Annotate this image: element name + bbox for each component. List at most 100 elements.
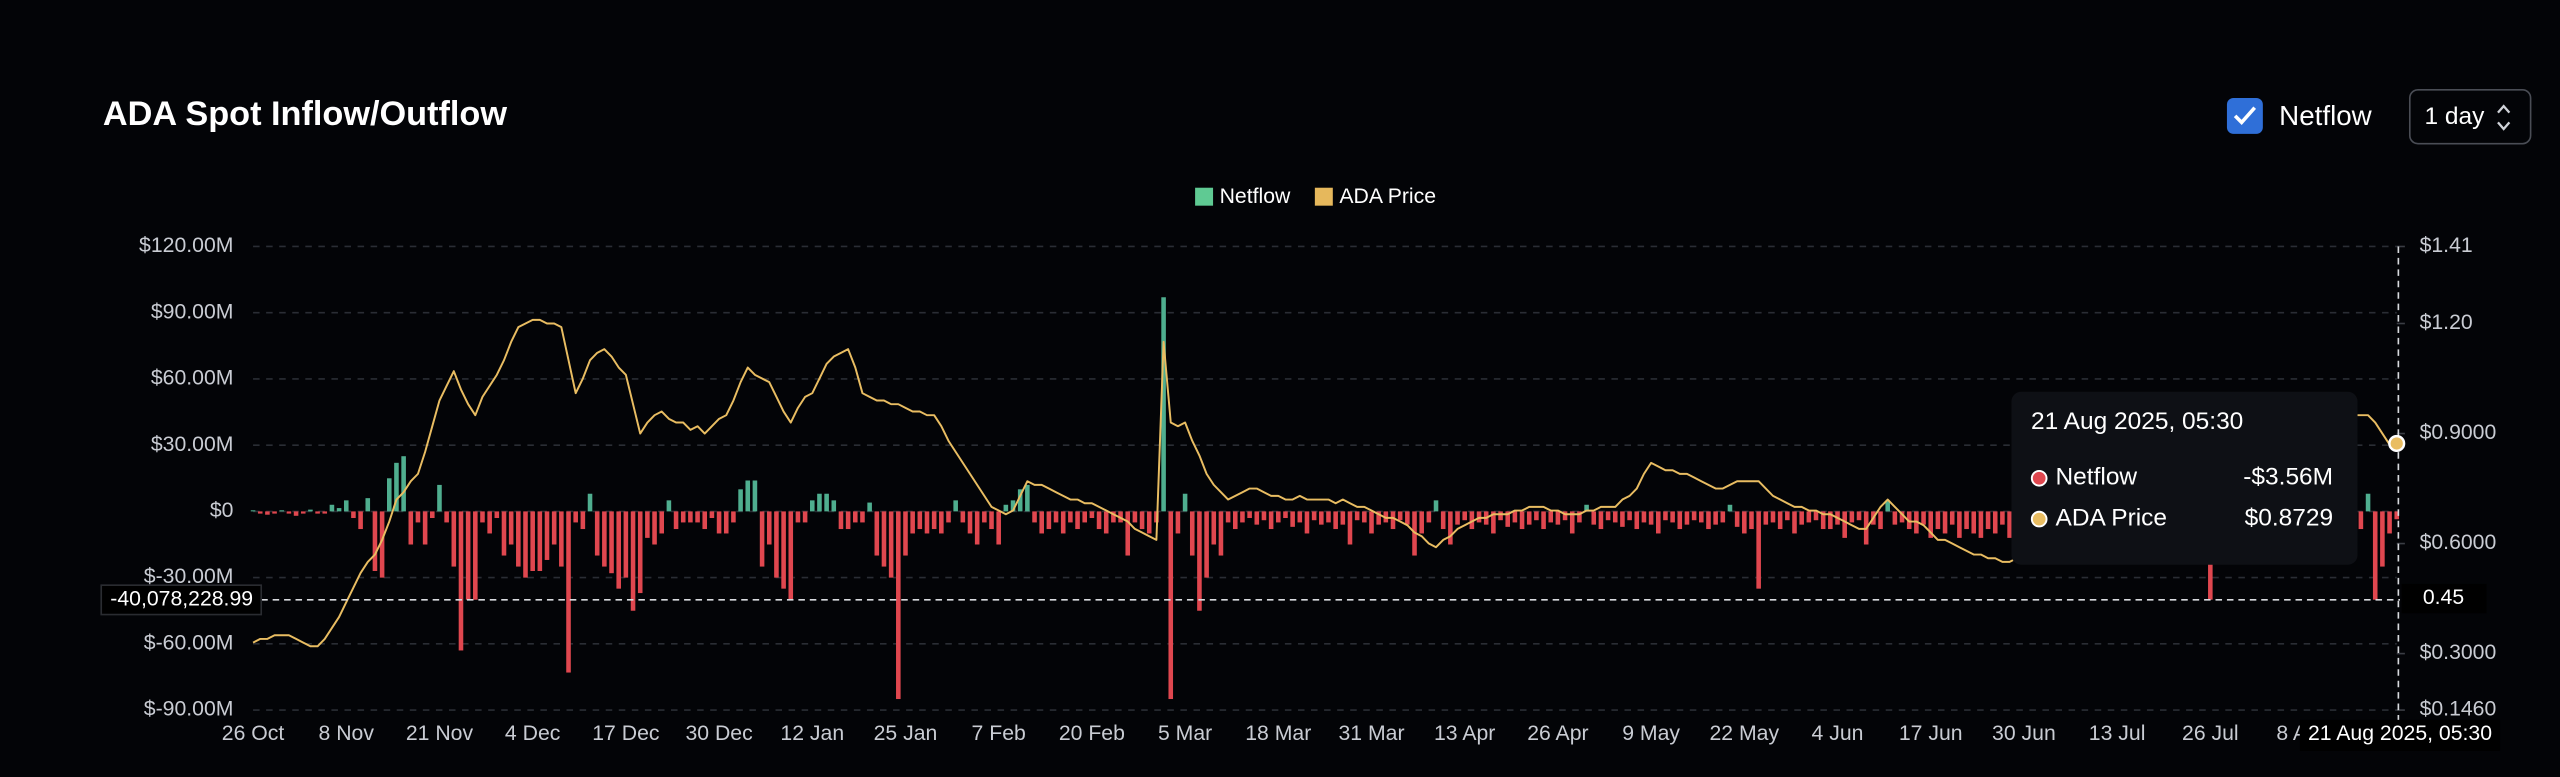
bar bbox=[394, 462, 399, 512]
overlay: -40,078,228.99 0.45 21 Aug 2025, 05:30 bbox=[100, 246, 2501, 751]
bar bbox=[1505, 511, 1511, 527]
bar bbox=[329, 504, 335, 512]
bar bbox=[1706, 511, 1711, 530]
select-box[interactable] bbox=[2408, 88, 2532, 145]
bar bbox=[1319, 511, 1324, 525]
bar bbox=[1777, 511, 1783, 530]
bar bbox=[1742, 511, 1747, 534]
bar bbox=[1240, 511, 1245, 523]
x-tick-label: 9 May bbox=[1622, 722, 1680, 745]
bar bbox=[910, 511, 915, 534]
bar bbox=[300, 511, 306, 514]
bar bbox=[1354, 511, 1360, 521]
x-tick-label: 31 Mar bbox=[1338, 722, 1404, 745]
bar bbox=[415, 511, 421, 523]
bar bbox=[1749, 511, 1754, 530]
bar bbox=[1146, 511, 1152, 534]
y-tick-label: $90.00M bbox=[151, 300, 234, 323]
x-label-box bbox=[2299, 719, 2501, 751]
bar bbox=[1655, 511, 1661, 534]
y-tick-label: $0 bbox=[210, 499, 234, 522]
x-tick-label: 4 Jun bbox=[1812, 722, 1864, 745]
bar bbox=[1168, 511, 1174, 700]
bar bbox=[1232, 511, 1238, 530]
bar bbox=[1799, 511, 1804, 525]
bar bbox=[1405, 511, 1410, 525]
legend-swatch bbox=[1314, 187, 1333, 206]
bar bbox=[1025, 484, 1030, 512]
x-tick-label: 18 Mar bbox=[1245, 722, 1311, 745]
bar bbox=[1806, 511, 1812, 523]
checkbox[interactable] bbox=[2226, 97, 2263, 134]
bar bbox=[523, 511, 528, 578]
crosshair-y-label: -40,078,228.99 bbox=[110, 587, 253, 610]
bar bbox=[358, 511, 363, 530]
x-tick-label: 26 Jul bbox=[2182, 722, 2239, 745]
bar bbox=[709, 511, 715, 519]
bar bbox=[1828, 511, 1833, 530]
bar bbox=[1311, 511, 1317, 521]
bar bbox=[1770, 511, 1776, 523]
bar bbox=[953, 500, 958, 512]
bar bbox=[1017, 489, 1023, 512]
y2-tick-label: $0.9000 bbox=[2420, 421, 2497, 444]
tooltip-box bbox=[2011, 391, 2358, 565]
bar bbox=[1856, 511, 1862, 521]
bar bbox=[1519, 511, 1525, 530]
bar bbox=[2394, 511, 2400, 520]
bar bbox=[2380, 511, 2385, 567]
x-tick-label: 22 May bbox=[1710, 722, 1780, 745]
bar bbox=[759, 511, 765, 567]
bar bbox=[652, 511, 657, 545]
bar bbox=[602, 511, 607, 567]
bar bbox=[1720, 511, 1726, 523]
interval-select[interactable]: 1 day bbox=[2408, 88, 2532, 145]
bar bbox=[1935, 511, 1941, 530]
bar bbox=[1605, 511, 1611, 521]
x-tick-label: 30 Jun bbox=[1992, 722, 2056, 745]
bar bbox=[501, 511, 507, 556]
bar bbox=[1634, 511, 1640, 530]
bar bbox=[1992, 511, 1998, 534]
bar bbox=[1957, 511, 1962, 538]
bar bbox=[1125, 511, 1131, 556]
bar bbox=[845, 511, 851, 530]
bar bbox=[1197, 511, 1202, 611]
bar bbox=[257, 511, 263, 514]
bar bbox=[351, 511, 356, 519]
x-tick-label: 21 Nov bbox=[406, 722, 474, 745]
bar bbox=[1283, 511, 1288, 519]
bar bbox=[752, 480, 758, 512]
bar bbox=[1526, 511, 1532, 525]
bar bbox=[1046, 511, 1052, 530]
y2-tick-label: $0.3000 bbox=[2420, 641, 2497, 664]
bar bbox=[1182, 493, 1188, 512]
bar bbox=[1096, 511, 1102, 530]
netflow-toggle[interactable]: Netflow bbox=[2226, 97, 2373, 134]
x-tick-label: 8 Nov bbox=[319, 722, 375, 745]
bar bbox=[1713, 511, 1718, 525]
bar bbox=[1440, 511, 1446, 530]
bar bbox=[860, 511, 865, 523]
bar bbox=[1075, 511, 1080, 530]
bar bbox=[473, 511, 478, 600]
bar bbox=[1455, 511, 1460, 525]
x-tick-label: 5 Mar bbox=[1158, 722, 1212, 745]
bar bbox=[279, 510, 285, 512]
bar bbox=[1555, 511, 1561, 525]
toggle-label[interactable]: Netflow bbox=[2279, 100, 2373, 131]
select-value[interactable]: 1 day bbox=[2424, 103, 2485, 130]
x-tick-label: 25 Jan bbox=[874, 722, 938, 745]
bar bbox=[888, 511, 894, 578]
bar bbox=[967, 511, 973, 534]
bar bbox=[659, 511, 665, 534]
bar bbox=[1498, 511, 1503, 521]
bar bbox=[2372, 511, 2378, 600]
bar bbox=[2000, 511, 2005, 525]
bar bbox=[1971, 511, 1977, 534]
tooltip-title: 21 Aug 2025, 05:30 bbox=[2031, 408, 2243, 435]
bar bbox=[430, 511, 435, 519]
bar bbox=[1448, 511, 1453, 545]
x-tick-label-active: 21 Aug 2025, 05:30 bbox=[2308, 722, 2492, 745]
